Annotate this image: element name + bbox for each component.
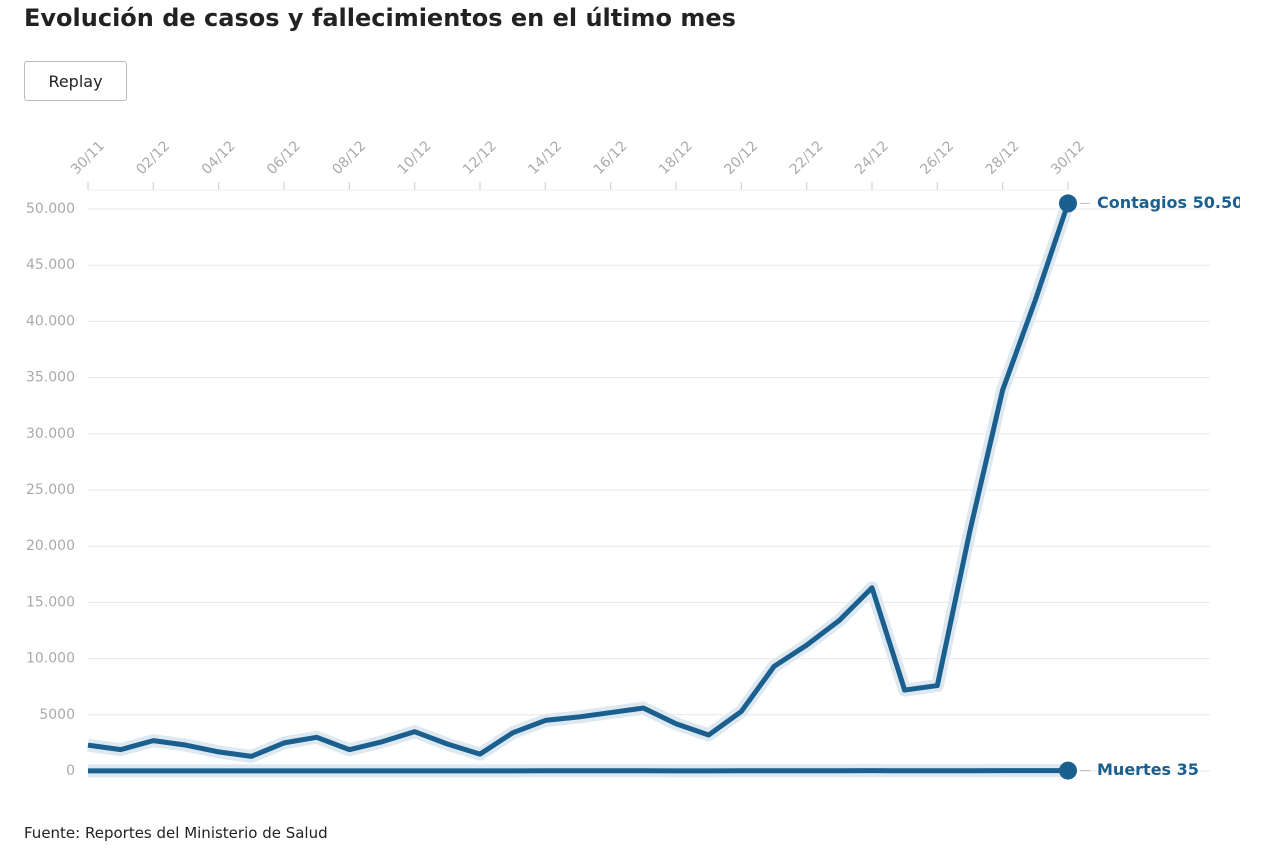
x-tick-label: 02/12 [133,138,173,178]
chart-title: Evolución de casos y fallecimientos en e… [24,4,736,32]
y-tick-label: 25.000 [26,482,75,498]
x-tick-label: 04/12 [199,138,239,178]
x-tick-label: 14/12 [525,138,565,178]
y-tick-label: 20.000 [26,538,75,554]
y-tick-label: 10.000 [26,651,75,667]
source: Fuente: Reportes del Ministerio de Salud [24,824,328,842]
x-tick-label: 20/12 [721,138,761,178]
x-tick-label: 16/12 [591,138,631,178]
x-tick-label: 22/12 [787,138,827,178]
y-tick-label: 40.000 [26,313,75,329]
x-tick-label: 18/12 [656,138,696,178]
end-dot [1059,761,1077,780]
x-tick-label: 12/12 [460,138,500,178]
replay-button[interactable]: Replay [24,61,127,101]
x-tick-label: 30/12 [1048,138,1088,178]
chart: 0 5000 10.000 15.000 20.000 25.000 30.000 35.00… [26,138,1240,780]
y-tick-label: 0 [66,763,75,779]
y-tick-label: 5000 [39,707,75,723]
end-dot [1059,194,1077,213]
x-tick-label: 08/12 [329,138,369,178]
x-tick-label: 06/12 [264,138,304,178]
y-tick-label: 35.000 [26,370,75,386]
line-glow [87,201,1075,763]
x-tick-label: 10/12 [395,138,435,178]
y-tick-label: 50.000 [26,201,75,217]
x-tick-label: 28/12 [983,138,1023,178]
y-tick-label: 45.000 [26,257,75,273]
x-tick-label: 26/12 [917,138,957,178]
y-tick-label: 15.000 [26,594,75,610]
y-tick-label: 30.000 [26,426,75,442]
x-tick-label: 24/12 [852,138,892,178]
end-label: Contagios 50.500 [1097,193,1240,212]
x-tick-label: 30/11 [68,138,108,178]
line [87,202,1071,759]
end-label: Muertes 35 [1097,760,1199,779]
